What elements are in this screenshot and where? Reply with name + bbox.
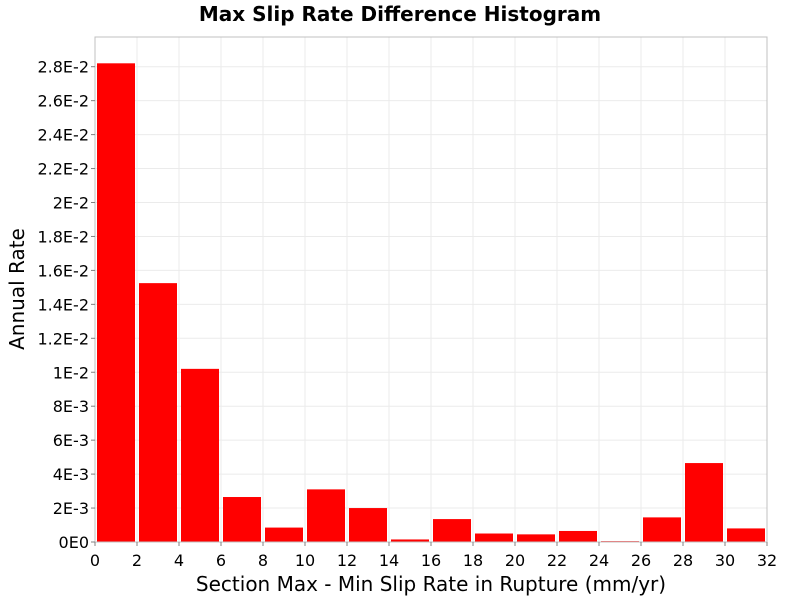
y-tick-label: 1.2E-2 [37, 329, 89, 348]
bar [223, 497, 261, 542]
bars [97, 63, 765, 543]
bar [517, 534, 555, 542]
bar [391, 539, 429, 542]
bar [727, 528, 765, 542]
bar [139, 283, 177, 542]
y-tick-label: 6E-3 [53, 431, 89, 450]
bar [685, 463, 723, 542]
chart-title: Max Slip Rate Difference Histogram [198, 2, 602, 26]
x-tick-label: 18 [463, 551, 483, 570]
x-tick-label: 28 [673, 551, 693, 570]
y-tick-label: 1.6E-2 [37, 261, 89, 280]
x-tick-label: 20 [505, 551, 525, 570]
x-tick-label: 14 [379, 551, 399, 570]
y-tick-label: 1E-2 [53, 363, 89, 382]
bar [643, 517, 681, 542]
x-tick-label: 22 [547, 551, 567, 570]
y-tick-label: 2.2E-2 [37, 160, 89, 179]
y-tick-label: 2.8E-2 [37, 58, 89, 77]
bar [349, 508, 387, 542]
bar [433, 519, 471, 542]
x-tick-label: 24 [589, 551, 609, 570]
y-tick-label: 2.4E-2 [37, 126, 89, 145]
x-tick-label: 0 [90, 551, 100, 570]
grid-lines [94, 37, 768, 543]
axis-ticks: 0 2 4 6 8 10 12 14 16 18 20 22 24 26 28 30 320E02E-34E-3… [37, 58, 777, 570]
x-tick-label: 16 [421, 551, 441, 570]
x-tick-label: 4 [174, 551, 184, 570]
bar [97, 63, 135, 543]
x-tick-label: 2 [132, 551, 142, 570]
bar [265, 527, 303, 542]
y-tick-label: 1.8E-2 [37, 227, 89, 246]
x-tick-label: 10 [295, 551, 315, 570]
x-tick-label: 6 [216, 551, 226, 570]
y-tick-label: 2E-2 [53, 194, 89, 213]
x-tick-label: 8 [258, 551, 268, 570]
y-tick-label: 1.4E-2 [37, 295, 89, 314]
y-tick-label: 2E-3 [53, 499, 89, 518]
bar [307, 489, 345, 542]
y-tick-label: 2.6E-2 [37, 92, 89, 111]
y-tick-label: 4E-3 [53, 465, 89, 484]
x-axis-label: Section Max - Min Slip Rate in Rupture (… [195, 572, 667, 596]
x-tick-label: 32 [757, 551, 777, 570]
x-tick-label: 30 [715, 551, 735, 570]
bar [559, 530, 597, 542]
y-tick-label: 0E0 [59, 533, 89, 552]
y-tick-label: 8E-3 [53, 397, 89, 416]
bar [475, 533, 513, 542]
x-tick-label: 12 [337, 551, 357, 570]
x-tick-label: 26 [631, 551, 651, 570]
bar [181, 368, 219, 542]
